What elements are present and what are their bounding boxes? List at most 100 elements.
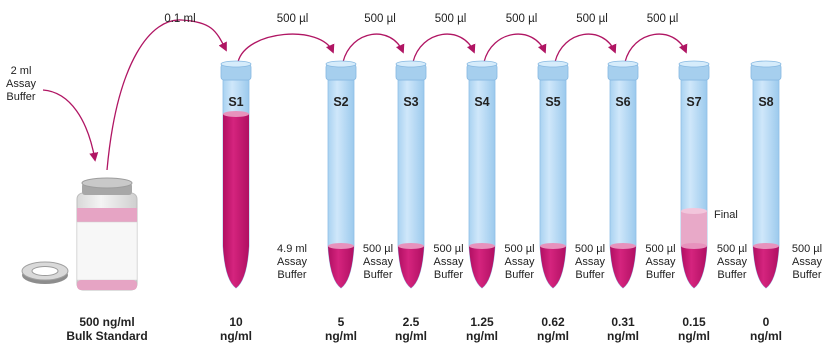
transfer-volume: 500 µl <box>576 13 608 25</box>
tube-s6: S6 <box>607 60 639 289</box>
liquid-fill <box>328 246 354 288</box>
buffer-note: Assay <box>717 256 747 268</box>
tube-s4: S4 <box>466 60 498 289</box>
concentration-unit: ng/ml <box>466 329 498 343</box>
buffer-note: Buffer <box>363 269 392 281</box>
final-volume <box>681 211 707 246</box>
tube-s2: S2 <box>325 60 357 289</box>
buffer-note: 500 µl <box>363 243 393 255</box>
tube-opening <box>466 60 498 68</box>
buffer-note: Assay <box>277 256 307 268</box>
concentration-value: 10 <box>229 315 243 329</box>
liquid-surface <box>681 243 707 249</box>
buffer-note: Buffer <box>717 269 746 281</box>
buffer-note: Assay <box>792 256 822 268</box>
liquid-surface <box>398 243 424 249</box>
concentration-unit: ng/ml <box>395 329 427 343</box>
transfer-volume: 0.1 ml <box>164 13 195 25</box>
buffer-note: Assay <box>575 256 605 268</box>
tube-s5: S5 <box>537 60 569 289</box>
final-label: Final <box>714 209 738 221</box>
liquid-surface <box>753 243 779 249</box>
buffer-note: Buffer <box>434 269 463 281</box>
transfer-arrows <box>42 19 688 171</box>
transfer-volume: 500 µl <box>277 13 309 25</box>
tube-label: S8 <box>758 95 773 109</box>
buffer-note: 500 µl <box>504 243 534 255</box>
liquid-fill <box>398 246 424 288</box>
transfer-volume: 500 µl <box>506 13 538 25</box>
transfer-arrow <box>412 33 476 63</box>
buffer-note: Buffer <box>505 269 534 281</box>
concentration-value: 5 <box>338 315 345 329</box>
buffer-note: 4.9 ml <box>277 243 307 255</box>
concentration-unit: ng/ml <box>220 329 252 343</box>
buffer-note: 500 µl <box>717 243 747 255</box>
liquid-fill <box>223 114 249 288</box>
transfer-arrow <box>483 33 547 63</box>
liquid-surface <box>223 111 249 117</box>
tube-label: S6 <box>615 95 630 109</box>
liquid-fill <box>610 246 636 288</box>
tube-s7: S7 <box>678 60 710 289</box>
concentration-value: 0.15 <box>682 315 706 329</box>
buffer-note: Assay <box>363 256 393 268</box>
tube-opening <box>395 60 427 68</box>
concentration-unit: ng/ml <box>325 329 357 343</box>
liquid-surface <box>469 243 495 249</box>
tube-opening <box>220 60 252 68</box>
transfer-arrow <box>106 19 227 171</box>
tube-label: S7 <box>686 95 701 109</box>
buffer-note: Assay <box>505 256 535 268</box>
tube-opening <box>537 60 569 68</box>
transfer-arrow <box>342 33 405 63</box>
tube-label: S1 <box>228 95 243 109</box>
tube-opening <box>750 60 782 68</box>
tube-label: S2 <box>333 95 348 109</box>
concentration-unit: ng/ml <box>607 329 639 343</box>
buffer-note: 500 µl <box>575 243 605 255</box>
buffer-note: Assay <box>646 256 676 268</box>
transfer-arrow <box>624 33 688 63</box>
concentration-value: 0.31 <box>611 315 635 329</box>
tube-opening <box>325 60 357 68</box>
tube-label: S4 <box>474 95 489 109</box>
tube-s1: S1 <box>220 60 252 289</box>
tube-opening <box>678 60 710 68</box>
buffer-note: 500 µl <box>792 243 822 255</box>
stock-buffer-note: Assay <box>6 78 36 90</box>
concentration-value: 2.5 <box>403 315 420 329</box>
liquid-fill <box>469 246 495 288</box>
vial-cap-icon <box>21 261 69 284</box>
bulk-standard-vial <box>21 177 138 291</box>
stock-concentration: 500 ng/ml <box>79 315 134 329</box>
stock-name: Bulk Standard <box>66 329 147 343</box>
stock-buffer-note: 2 ml <box>11 65 32 77</box>
liquid-surface <box>540 243 566 249</box>
tube-s3: S3 <box>395 60 427 289</box>
tube-row: S1 S2 S3 S4 S5 S6 S7 S8 <box>220 60 782 289</box>
concentration-value: 1.25 <box>470 315 494 329</box>
transfer-volume: 500 µl <box>435 13 467 25</box>
buffer-note: 500 µl <box>433 243 463 255</box>
liquid-fill <box>753 246 779 288</box>
tube-opening <box>607 60 639 68</box>
buffer-note: Buffer <box>277 269 306 281</box>
liquid-fill <box>540 246 566 288</box>
tube-label: S3 <box>403 95 418 109</box>
buffer-arrow <box>42 89 99 162</box>
concentration-unit: ng/ml <box>750 329 782 343</box>
transfer-arrow <box>237 33 335 63</box>
concentration-unit: ng/ml <box>678 329 710 343</box>
transfer-volume: 500 µl <box>647 13 679 25</box>
final-surface <box>681 208 707 214</box>
concentration-value: 0 <box>763 315 770 329</box>
tube-s8: S8 <box>750 60 782 289</box>
buffer-note: Buffer <box>792 269 821 281</box>
vial-icon <box>76 177 138 291</box>
buffer-note: 500 µl <box>645 243 675 255</box>
transfer-arrow <box>554 33 617 63</box>
liquid-fill <box>681 246 707 288</box>
